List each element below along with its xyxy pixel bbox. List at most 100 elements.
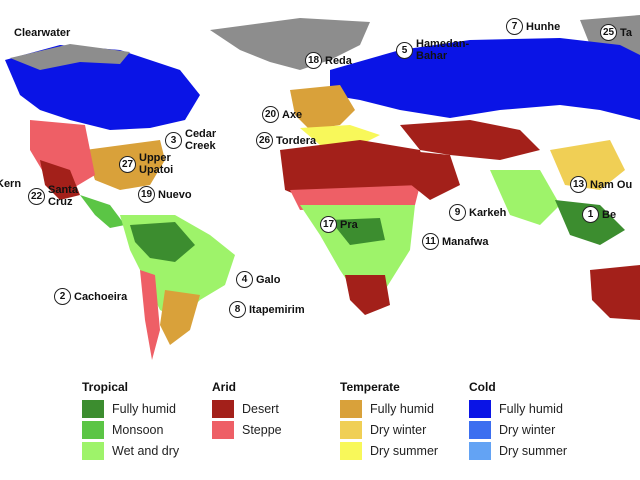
- site-number: 1: [582, 206, 599, 223]
- legend-group-title: Tropical: [82, 380, 129, 394]
- site-label: Cedar Creek: [185, 128, 217, 152]
- legend-item: Desert: [212, 398, 282, 419]
- arabia-desert: [400, 150, 460, 200]
- site-number: 20: [262, 106, 279, 123]
- site-label: Karkeh: [469, 206, 507, 219]
- legend-group-title: Arid: [212, 380, 236, 394]
- legend-swatch: [469, 441, 491, 460]
- legend-item-label: Wet and dry: [112, 443, 180, 458]
- site-label: Pra: [340, 218, 358, 231]
- legend-item-label: Dry summer: [499, 443, 568, 458]
- legend-swatch: [82, 399, 104, 418]
- legend-group-title: Cold: [469, 380, 496, 394]
- legend-group-cold: Cold Fully humid Dry winter Dry summer: [469, 378, 567, 461]
- legend-item-label: Steppe: [242, 422, 282, 437]
- site-marker-be: 1 Be: [582, 206, 616, 223]
- legend-item: Dry winter: [340, 419, 438, 440]
- andes-arid: [140, 270, 160, 360]
- east-asia-temperate: [550, 140, 625, 190]
- site-label: Nuevo: [158, 188, 192, 201]
- eurasia-cold: [330, 38, 640, 120]
- site-marker-clearwater: Clearwater: [0, 24, 70, 41]
- site-label: Itapemirim: [249, 303, 305, 316]
- legend-item: Dry winter: [469, 419, 567, 440]
- site-number: 27: [119, 155, 136, 173]
- legend-item: Fully humid: [469, 398, 567, 419]
- site-marker-cedar-creek: 3 Cedar Creek: [165, 128, 216, 152]
- site-label: Reda: [325, 54, 352, 67]
- legend-swatch: [340, 399, 362, 418]
- legend-swatch: [340, 420, 362, 439]
- australia-desert: [590, 265, 640, 320]
- site-number: 7: [506, 18, 523, 35]
- amazon-humid: [130, 222, 195, 262]
- site-marker-ta: 25 Ta: [600, 24, 632, 41]
- central-asia-arid: [400, 120, 540, 160]
- legend-swatch: [82, 420, 104, 439]
- site-marker-karkeh: 9 Karkeh: [449, 204, 506, 221]
- site-marker-reda: 18 Reda: [305, 52, 352, 69]
- site-marker-axe: 20 Axe: [262, 106, 302, 123]
- site-marker-cachoeira: 2 Cachoeira: [54, 288, 127, 305]
- legend-item-label: Monsoon: [112, 422, 164, 437]
- legend-item: Fully humid: [340, 398, 438, 419]
- legend-item-label: Fully humid: [112, 401, 176, 416]
- legend-swatch: [212, 420, 234, 439]
- legend-swatch: [469, 399, 491, 418]
- legend-group-title: Temperate: [340, 380, 400, 394]
- site-number: 26: [256, 132, 273, 149]
- site-marker-manafwa: 11 Manafwa: [422, 233, 488, 250]
- site-label: Axe: [282, 108, 303, 121]
- north-america-tundra: [10, 44, 130, 70]
- south-asia-tropical: [490, 170, 560, 225]
- south-america-temperate: [160, 290, 200, 345]
- site-number: 8: [229, 301, 246, 318]
- site-marker-nam-ou: 13 Nam Ou: [570, 176, 632, 193]
- legend-item: Dry summer: [340, 440, 438, 461]
- site-number: 5: [396, 41, 413, 59]
- europe-temperate: [290, 85, 355, 130]
- site-label: Manafwa: [442, 235, 489, 248]
- site-label: Upper Upatoi: [139, 152, 174, 176]
- site-number: 17: [320, 216, 337, 233]
- greenland-region: [210, 18, 370, 70]
- climate-legend: Tropical Fully humid Monsoon Wet and dry…: [0, 378, 640, 480]
- legend-item: Steppe: [212, 419, 282, 440]
- site-number: 2: [54, 288, 71, 305]
- legend-item-label: Dry summer: [370, 443, 439, 458]
- site-label: Santa Cruz: [48, 184, 78, 208]
- legend-item-label: Dry winter: [499, 422, 556, 437]
- site-label: Hamedan- Bahar: [416, 38, 470, 62]
- legend-swatch: [469, 420, 491, 439]
- site-marker-hamedan-bahar: 5 Hamedan- Bahar: [396, 38, 469, 62]
- site-number: 22: [28, 187, 45, 205]
- site-number: 13: [570, 176, 587, 193]
- site-marker-kern: Kern: [0, 178, 21, 190]
- legend-item-label: Fully humid: [370, 401, 434, 416]
- site-marker-hunhe: 7 Hunhe: [506, 18, 560, 35]
- site-number: 25: [600, 24, 617, 41]
- africa-steppe: [290, 185, 420, 210]
- legend-item-label: Desert: [242, 401, 279, 416]
- site-label: Kern: [0, 178, 22, 190]
- site-number: 18: [305, 52, 322, 69]
- site-number: 19: [138, 186, 155, 203]
- site-number: 11: [422, 233, 439, 250]
- site-label: Ta: [620, 26, 633, 39]
- site-label: Be: [602, 208, 617, 221]
- site-label: Clearwater: [14, 26, 71, 39]
- legend-swatch: [82, 441, 104, 460]
- site-number: 3: [165, 131, 182, 149]
- legend-swatch: [340, 441, 362, 460]
- site-number: 9: [449, 204, 466, 221]
- site-label: Hunhe: [526, 20, 561, 33]
- legend-group-arid: Arid Desert Steppe: [212, 378, 282, 440]
- site-marker-nuevo: 19 Nuevo: [138, 186, 192, 203]
- legend-item-label: Dry winter: [370, 422, 427, 437]
- site-label: Cachoeira: [74, 290, 128, 303]
- legend-item: Wet and dry: [82, 440, 179, 461]
- legend-item: Monsoon: [82, 419, 179, 440]
- world-climate-map: [5, 15, 640, 360]
- legend-group-temperate: Temperate Fully humid Dry winter Dry sum…: [340, 378, 438, 461]
- site-label: Tordera: [276, 134, 317, 147]
